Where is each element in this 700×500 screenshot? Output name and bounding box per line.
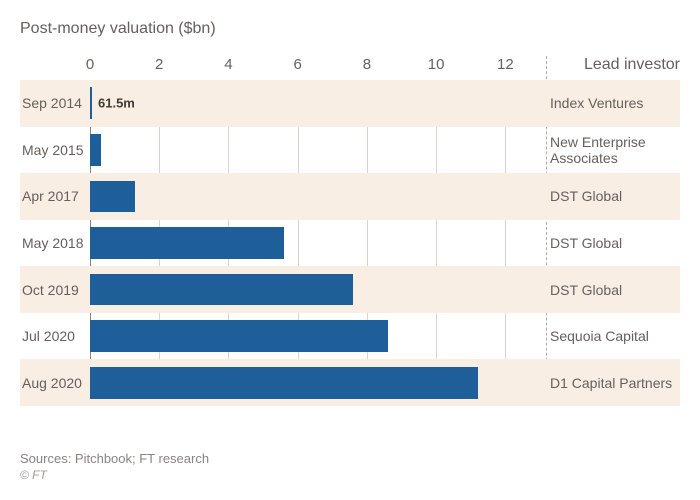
table-row: May 2018 DST Global (20, 220, 680, 267)
row-investor: DST Global (540, 188, 680, 204)
chart-footer: Sources: Pitchbook; FT research © FT (20, 451, 209, 482)
row-date: Jul 2020 (20, 328, 90, 344)
bar-zone: 61.5m (90, 80, 540, 127)
row-investor: New Enterprise Associates (540, 134, 680, 166)
x-tick: 12 (497, 56, 514, 73)
chart-subtitle: Post-money valuation ($bn) (20, 20, 680, 38)
bar-zone (90, 220, 540, 267)
row-investor: Sequoia Capital (540, 328, 680, 344)
bar-zone (90, 173, 540, 220)
bar-rows: Sep 2014 61.5m Index Ventures May 2015 New E… (20, 80, 680, 406)
chart-container: Post-money valuation ($bn) Lead investor… (0, 0, 700, 406)
table-row: May 2015 New Enterprise Associates (20, 127, 680, 174)
x-tick: 6 (294, 56, 302, 73)
table-row: Apr 2017 DST Global (20, 173, 680, 220)
row-date: Apr 2017 (20, 188, 90, 204)
table-row: Aug 2020 D1 Capital Partners (20, 359, 680, 406)
bar (90, 134, 101, 166)
row-investor: DST Global (540, 282, 680, 298)
bar (90, 320, 388, 352)
x-tick: 10 (428, 56, 445, 73)
table-row: Jul 2020 Sequoia Capital (20, 313, 680, 360)
row-investor: D1 Capital Partners (540, 375, 680, 391)
bar (90, 87, 92, 119)
row-investor: DST Global (540, 235, 680, 251)
x-tick: 4 (224, 56, 232, 73)
bar (90, 274, 353, 306)
table-row: Oct 2019 DST Global (20, 266, 680, 313)
row-date: Aug 2020 (20, 375, 90, 391)
copyright-text: © FT (20, 468, 209, 482)
bar (90, 367, 478, 399)
x-tick: 2 (155, 56, 163, 73)
x-tick: 8 (363, 56, 371, 73)
row-date: May 2015 (20, 142, 90, 158)
row-date: May 2018 (20, 235, 90, 251)
row-investor: Index Ventures (540, 95, 680, 111)
right-column-header: Lead investor (584, 56, 680, 74)
row-date: Oct 2019 (20, 282, 90, 298)
plot-area: Lead investor 0 2 4 6 8 10 12 Sep 2014 61.5m Ind… (20, 56, 680, 406)
bar-zone (90, 266, 540, 313)
table-row: Sep 2014 61.5m Index Ventures (20, 80, 680, 127)
bar-value-label: 61.5m (98, 96, 135, 111)
x-tick: 0 (86, 56, 94, 73)
bar (90, 181, 135, 213)
source-text: Sources: Pitchbook; FT research (20, 451, 209, 466)
x-axis-ticks: 024681012 (90, 56, 540, 76)
bar-zone (90, 127, 540, 174)
row-date: Sep 2014 (20, 95, 90, 111)
bar-zone (90, 313, 540, 360)
bar-zone (90, 359, 540, 406)
bar (90, 227, 284, 259)
